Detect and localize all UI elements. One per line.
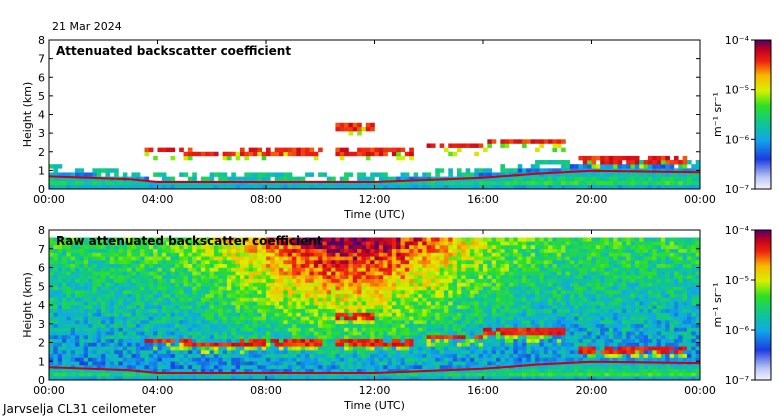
- colorbar-tick-label: 10⁻⁵: [725, 84, 749, 97]
- y-tick-label: 2: [38, 146, 45, 159]
- colorbar-tick-label: 10⁻⁴: [725, 224, 750, 237]
- date-label: 21 Mar 2024: [52, 20, 122, 33]
- colorbar-tick-label: 10⁻⁶: [725, 133, 750, 146]
- x-tick-label: 20:00: [576, 193, 608, 206]
- y-tick-label: 7: [38, 53, 45, 66]
- colorbar-tick-label: 10⁻⁷: [725, 183, 749, 196]
- y-tick-label: 2: [38, 337, 45, 350]
- y-tick-label: 0: [38, 374, 45, 387]
- y-tick-label: 8: [38, 34, 45, 47]
- panel-title: Attenuated backscatter coefficient: [56, 44, 291, 58]
- x-tick-label: 08:00: [250, 384, 282, 397]
- colorbar-unit: m⁻¹ sr⁻¹: [711, 283, 724, 328]
- surface-return-line: [48, 360, 701, 374]
- y-tick-label: 4: [38, 109, 45, 122]
- x-tick-label: 12:00: [359, 193, 391, 206]
- y-axis-title: Height (km): [21, 272, 34, 338]
- y-tick-label: 1: [38, 355, 45, 368]
- y-tick-label: 5: [38, 280, 45, 293]
- y-tick-label: 7: [38, 243, 45, 256]
- y-tick-label: 6: [38, 71, 45, 84]
- x-tick-label: 16:00: [467, 193, 499, 206]
- colorbar: [754, 39, 772, 190]
- x-tick-label: 12:00: [359, 384, 391, 397]
- y-tick-label: 6: [38, 262, 45, 275]
- x-axis-title: Time (UTC): [343, 399, 405, 412]
- x-axis-title: Time (UTC): [343, 208, 405, 221]
- colorbar-tick-label: 10⁻⁶: [725, 324, 750, 337]
- y-tick-label: 3: [38, 318, 45, 331]
- x-tick-label: 20:00: [576, 384, 608, 397]
- colorbar-tick-label: 10⁻⁴: [725, 34, 750, 47]
- panel-attenuated-backscatter: 0 1 2 3 4 5 6 7 8 00:00 04:00 08:00 12:00 16:00 20:00 0…: [21, 34, 772, 221]
- x-tick-label: 16:00: [467, 384, 499, 397]
- surface-return-line: [48, 169, 701, 183]
- panel-title: Raw attenuated backscatter coefficient: [56, 234, 323, 248]
- y-tick-label: 8: [38, 224, 45, 237]
- y-tick-label: 3: [38, 127, 45, 140]
- colorbar-unit: m⁻¹ sr⁻¹: [711, 92, 724, 137]
- x-tick-label: 04:00: [142, 384, 174, 397]
- x-tick-label: 00:00: [33, 384, 65, 397]
- y-tick-label: 1: [38, 164, 45, 177]
- panel-raw-attenuated-backscatter: 0 1 2 3 4 5 6 7 8 00:00 04:00 08:00 12:00 16:00 20:00 0…: [21, 224, 772, 412]
- colorbar-tick-label: 10⁻⁵: [725, 274, 749, 287]
- y-tick-label: 4: [38, 299, 45, 312]
- instrument-label: Jarvselja CL31 ceilometer: [3, 402, 156, 416]
- x-tick-label: 08:00: [250, 193, 282, 206]
- colorbar-tick-label: 10⁻⁷: [725, 374, 749, 387]
- x-tick-label: 00:00: [684, 384, 716, 397]
- y-tick-label: 5: [38, 90, 45, 103]
- x-tick-label: 00:00: [684, 193, 716, 206]
- x-tick-label: 04:00: [142, 193, 174, 206]
- backscatter-field: [49, 237, 701, 381]
- x-tick-label: 00:00: [33, 193, 65, 206]
- y-axis-title: Height (km): [21, 82, 34, 148]
- y-tick-label: 0: [38, 183, 45, 196]
- colorbar: [754, 229, 772, 381]
